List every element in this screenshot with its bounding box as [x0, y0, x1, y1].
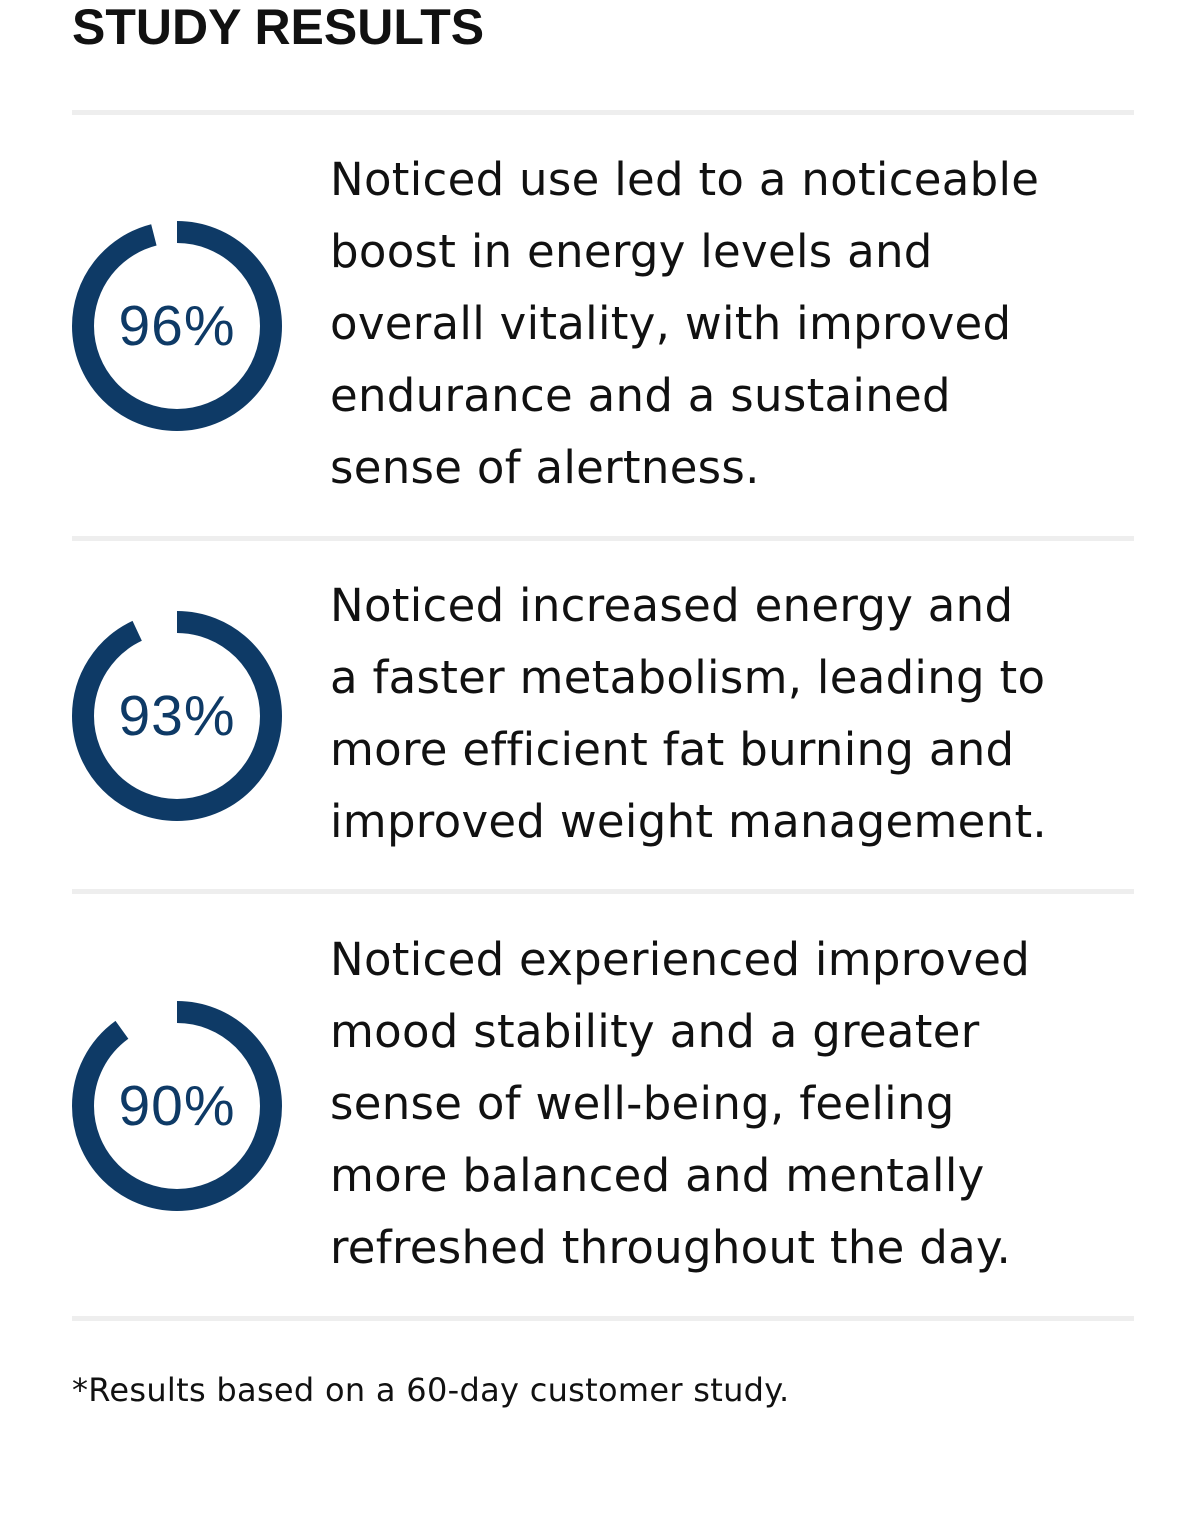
ring-arc [72, 611, 282, 821]
section-title: STUDY RESULTS [72, 0, 485, 55]
progress-ring-icon [72, 611, 282, 821]
progress-ring-icon [72, 1001, 282, 1211]
result-ring-1: 96% [72, 221, 282, 431]
divider [72, 110, 1134, 115]
result-percentage: 93% [118, 684, 236, 748]
ring-arc [72, 221, 282, 431]
result-percentage: 96% [118, 294, 236, 358]
footnote: *Results based on a 60-day customer stud… [72, 1371, 790, 1409]
result-description: Noticed experienced improved mood stabil… [330, 933, 1031, 1274]
divider [72, 889, 1134, 894]
progress-ring-icon [72, 221, 282, 431]
result-ring-2: 93% [72, 611, 282, 821]
result-ring-3: 90% [72, 1001, 282, 1211]
result-description: Noticed use led to a noticeable boost in… [330, 153, 1040, 494]
result-percentage: 90% [118, 1074, 236, 1138]
divider [72, 536, 1134, 541]
ring-arc [72, 1001, 282, 1211]
divider [72, 1316, 1134, 1321]
result-description: Noticed increased energy and a faster me… [330, 579, 1048, 848]
